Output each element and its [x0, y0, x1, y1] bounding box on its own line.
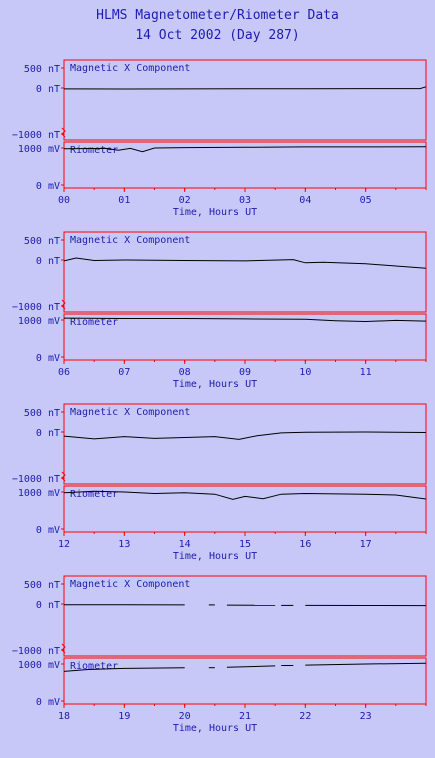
series-trace — [63, 667, 185, 672]
panel-label: Magnetic X Component — [70, 63, 190, 74]
x-axis-label: Time, Hours UT — [173, 551, 257, 562]
panel-frame — [63, 141, 427, 189]
y-tick-label: 500 nT — [24, 580, 60, 591]
series-trace — [63, 317, 427, 323]
x-tick-label: 23 — [360, 711, 372, 722]
series-trace — [63, 257, 427, 269]
series-trace — [63, 146, 427, 153]
panel-label: Magnetic X Component — [70, 579, 190, 590]
panel-label: Riometer — [70, 489, 118, 500]
y-tick-label: 0 nT — [36, 84, 60, 95]
y-tick-label: 500 nT — [24, 236, 60, 247]
y-tick-label: 0 nT — [36, 256, 60, 267]
y-tick-label: 1000 mV — [18, 488, 60, 499]
series-trace — [305, 662, 427, 666]
x-tick-label: 17 — [360, 539, 372, 550]
series-trace — [63, 490, 427, 500]
y-tick-label: −1000 nT — [12, 130, 60, 141]
axis-break-mark — [61, 127, 66, 138]
x-tick-label: 13 — [118, 539, 130, 550]
panel-label: Riometer — [70, 317, 118, 328]
y-tick-label: 0 nT — [36, 600, 60, 611]
y-tick-label: 1000 mV — [18, 144, 60, 155]
panel-riometer-4: Riometer 1000 mV 0 mV — [18, 657, 427, 708]
y-tick-label: −1000 nT — [12, 474, 60, 485]
x-tick-label: 16 — [299, 539, 311, 550]
y-tick-label: 0 mV — [36, 353, 60, 364]
x-tick-label: 02 — [179, 195, 191, 206]
panel-frame — [63, 657, 427, 705]
panel-riometer-3: Riometer 1000 mV 0 mV — [18, 485, 427, 536]
axis-break-mark — [61, 643, 66, 654]
x-tick-label: 14 — [179, 539, 191, 550]
series-trace — [226, 665, 276, 668]
y-tick-label: 0 mV — [36, 697, 60, 708]
x-tick-label: 11 — [360, 367, 372, 378]
x-tick-label: 21 — [239, 711, 251, 722]
panel-frame — [63, 59, 427, 141]
y-tick-label: −1000 nT — [12, 646, 60, 657]
panel-label: Riometer — [70, 661, 118, 672]
panel-frame — [63, 231, 427, 313]
panel-magnetic-1: Magnetic X Component 500 nT 0 nT −1000 nT — [12, 59, 427, 141]
x-tick-label: 12 — [58, 539, 70, 550]
axis-break-mark — [61, 471, 66, 482]
panel-label: Magnetic X Component — [70, 235, 190, 246]
panel-riometer-2: Riometer 1000 mV 0 mV — [18, 313, 427, 364]
x-tick-label: 19 — [118, 711, 130, 722]
x-axis-label: Time, Hours UT — [173, 379, 257, 390]
panel-frame — [63, 485, 427, 533]
x-tick-label: 05 — [360, 195, 372, 206]
y-tick-label: 0 mV — [36, 181, 60, 192]
y-tick-label: 500 nT — [24, 408, 60, 419]
panel-magnetic-3: Magnetic X Component 500 nT 0 nT −1000 nT — [12, 403, 427, 485]
x-axis-label: Time, Hours UT — [173, 723, 257, 734]
y-tick-label: 0 nT — [36, 428, 60, 439]
panel-riometer-1: Riometer 1000 mV 0 mV — [18, 141, 427, 192]
x-tick-label: 18 — [58, 711, 70, 722]
panel-frame — [63, 403, 427, 485]
x-tick-label: 15 — [239, 539, 251, 550]
series-trace — [63, 86, 427, 90]
x-tick-label: 00 — [58, 195, 70, 206]
x-tick-label: 22 — [299, 711, 311, 722]
panel-label: Riometer — [70, 145, 118, 156]
x-tick-label: 01 — [118, 195, 130, 206]
panel-label: Magnetic X Component — [70, 407, 190, 418]
panel-frame — [63, 575, 427, 657]
y-tick-label: −1000 nT — [12, 302, 60, 313]
x-tick-label: 07 — [118, 367, 130, 378]
x-tick-label: 06 — [58, 367, 70, 378]
series-trace — [63, 431, 427, 440]
y-tick-label: 0 mV — [36, 525, 60, 536]
x-tick-label: 20 — [179, 711, 191, 722]
chart-title: HLMS Magnetometer/Riometer Data — [96, 8, 339, 23]
x-tick-label: 03 — [239, 195, 251, 206]
panel-magnetic-2: Magnetic X Component 500 nT 0 nT −1000 nT — [12, 231, 427, 313]
y-tick-label: 1000 mV — [18, 316, 60, 327]
chart-date: 14 Oct 2002 (Day 287) — [135, 28, 300, 43]
x-tick-label: 10 — [299, 367, 311, 378]
panel-magnetic-4: Magnetic X Component 500 nT 0 nT −1000 nT — [12, 575, 427, 657]
x-axis-label: Time, Hours UT — [173, 207, 257, 218]
axis-break-mark — [61, 299, 66, 310]
y-tick-label: 1000 mV — [18, 660, 60, 671]
y-tick-label: 500 nT — [24, 64, 60, 75]
x-tick-label: 08 — [179, 367, 191, 378]
x-tick-label: 04 — [299, 195, 311, 206]
x-tick-label: 09 — [239, 367, 251, 378]
